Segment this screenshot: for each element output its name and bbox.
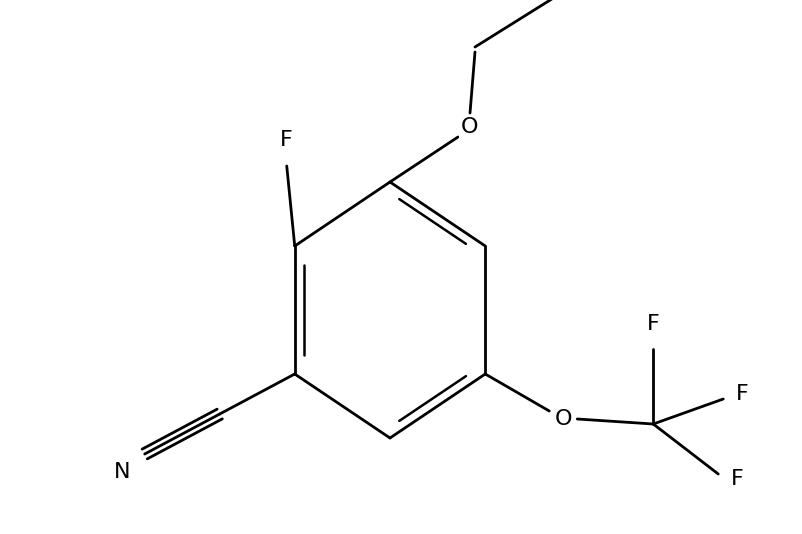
Text: N: N	[114, 462, 131, 482]
Text: F: F	[281, 130, 293, 150]
Text: O: O	[554, 409, 572, 429]
Text: F: F	[731, 469, 744, 489]
Text: F: F	[647, 314, 659, 334]
Text: O: O	[461, 117, 479, 137]
Text: F: F	[736, 384, 749, 404]
